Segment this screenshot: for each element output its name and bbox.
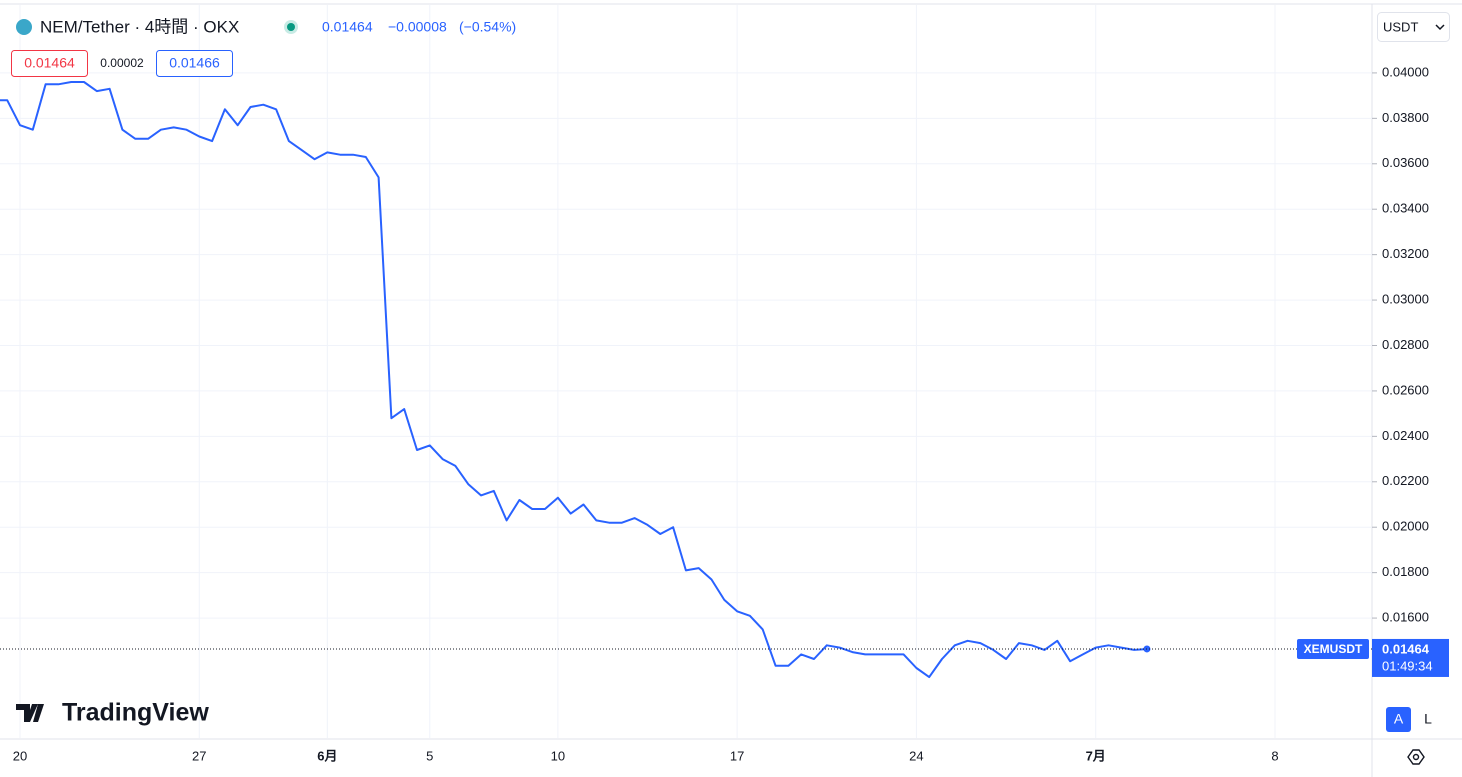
y-tick-label: 0.02800 xyxy=(1382,337,1429,352)
y-tick-label: 0.02600 xyxy=(1382,382,1429,397)
spread: 0.00002 xyxy=(100,56,144,70)
quote-change-pct: (−0.54%) xyxy=(459,19,516,35)
y-tick-label: 0.01800 xyxy=(1382,564,1429,579)
grid xyxy=(0,5,1372,738)
x-tick-label: 20 xyxy=(13,748,27,763)
quote-last: 0.01464 xyxy=(322,19,373,35)
currency-select[interactable] xyxy=(1377,12,1450,42)
ask[interactable]: 0.01466 xyxy=(169,55,220,71)
bid[interactable]: 0.01464 xyxy=(24,55,75,71)
symbol-tag xyxy=(1297,638,1369,659)
y-tick-label: 0.04000 xyxy=(1382,64,1429,79)
ask-box[interactable] xyxy=(156,50,233,77)
settings-icon[interactable] xyxy=(1407,749,1425,765)
status-dot xyxy=(287,23,295,31)
brand-logo xyxy=(16,704,44,722)
price-tag-value: 0.01464 xyxy=(1382,641,1430,656)
settings-icon-center xyxy=(1412,753,1420,761)
y-tick-label: 0.01600 xyxy=(1382,610,1429,625)
y-tick-label: 0.03000 xyxy=(1382,292,1429,307)
symbol-icon xyxy=(16,19,32,35)
x-tick-label: 5 xyxy=(426,748,433,763)
marks xyxy=(0,81,1372,679)
x-tick-label: 10 xyxy=(551,748,565,763)
x-tick-label: 6月 xyxy=(317,748,337,763)
price-line xyxy=(0,81,1147,679)
currency[interactable]: USDT xyxy=(1383,19,1418,34)
x-tick-label: 7月 xyxy=(1086,748,1106,763)
y-tick-label: 0.03200 xyxy=(1382,246,1429,261)
y-tick-label: 0.03800 xyxy=(1382,110,1429,125)
symbol-tag-label: XEMUSDT xyxy=(1304,642,1363,656)
quote-change: −0.00008 xyxy=(388,19,447,35)
chart-title: NEM/Tether · 4時間 · OKX xyxy=(40,17,239,36)
log-scale-label[interactable]: L xyxy=(1424,711,1432,727)
y-tick-label: 0.03600 xyxy=(1382,155,1429,170)
x-tick-label: 8 xyxy=(1271,748,1278,763)
x-tick-label: 27 xyxy=(192,748,206,763)
y-tick-label: 0.02000 xyxy=(1382,519,1429,534)
bid-box[interactable] xyxy=(11,50,88,77)
y-tick-label: 0.03400 xyxy=(1382,201,1429,216)
dropdown-arrow xyxy=(1435,24,1445,31)
y-tick-label: 0.02400 xyxy=(1382,428,1429,443)
x-tick-label: 24 xyxy=(909,748,923,763)
auto-scale-label[interactable]: A xyxy=(1394,711,1404,727)
price-tag xyxy=(1372,638,1449,677)
auto-scale-button[interactable] xyxy=(1386,707,1411,732)
price-tag-countdown: 01:49:34 xyxy=(1382,658,1433,673)
brand: TradingView xyxy=(62,699,209,727)
y-tick-label: 0.02200 xyxy=(1382,473,1429,488)
x-tick-label: 17 xyxy=(730,748,744,763)
